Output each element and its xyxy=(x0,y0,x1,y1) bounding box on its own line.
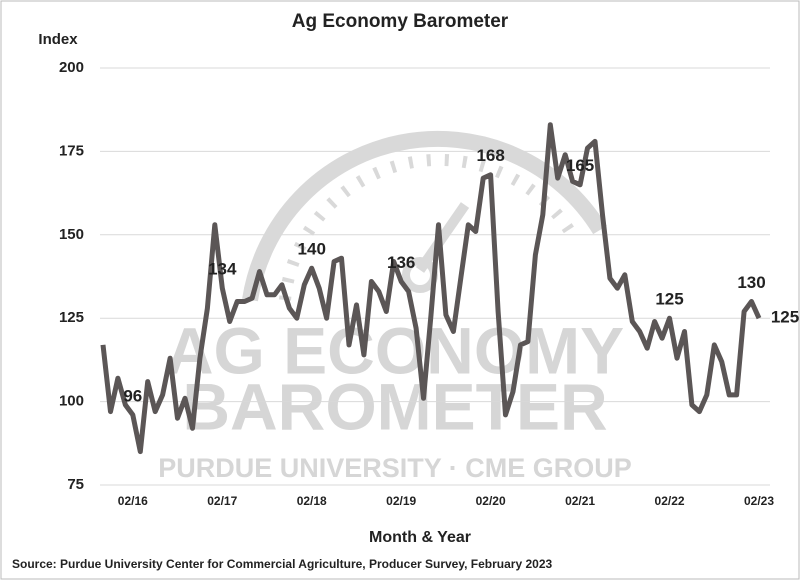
source: Source: Purdue University Center for Com… xyxy=(12,557,553,571)
series-line xyxy=(100,122,762,455)
data-label: 130 xyxy=(737,273,765,292)
x-tick-label: 02/21 xyxy=(565,494,595,508)
y-tick-label: 100 xyxy=(59,393,84,410)
data-label: 96 xyxy=(123,386,142,405)
chart-title: Ag Economy Barometer xyxy=(292,11,509,32)
data-label: 125 xyxy=(771,308,799,327)
data-label: 165 xyxy=(566,156,594,175)
x-tick-label: 02/17 xyxy=(207,494,237,508)
x-tick-label: 02/22 xyxy=(655,494,685,508)
x-tick-label: 02/18 xyxy=(297,494,327,508)
watermark: AG ECONOMY xyxy=(166,313,624,387)
data-label: 140 xyxy=(298,240,326,259)
y-tick-label: 75 xyxy=(67,476,84,493)
data-label: 134 xyxy=(208,260,237,279)
data-label: 125 xyxy=(655,290,683,309)
y-tick-label: 125 xyxy=(59,309,84,326)
watermark: PURDUE UNIVERSITY · CME GROUP xyxy=(158,453,632,483)
y-tick-label: 175 xyxy=(59,142,84,159)
x-axis-title: Month & Year xyxy=(369,529,471,546)
y-tick-label: 150 xyxy=(59,226,84,243)
data-label: 168 xyxy=(476,146,504,165)
x-tick-label: 02/16 xyxy=(118,494,148,508)
watermark: BAROMETER xyxy=(182,369,607,443)
y-axis-title: Index xyxy=(38,31,78,48)
data-label: 136 xyxy=(387,253,415,272)
x-tick-label: 02/23 xyxy=(744,494,774,508)
y-tick-label: 200 xyxy=(59,59,84,76)
x-tick-label: 02/19 xyxy=(386,494,416,508)
x-tick-label: 02/20 xyxy=(476,494,506,508)
